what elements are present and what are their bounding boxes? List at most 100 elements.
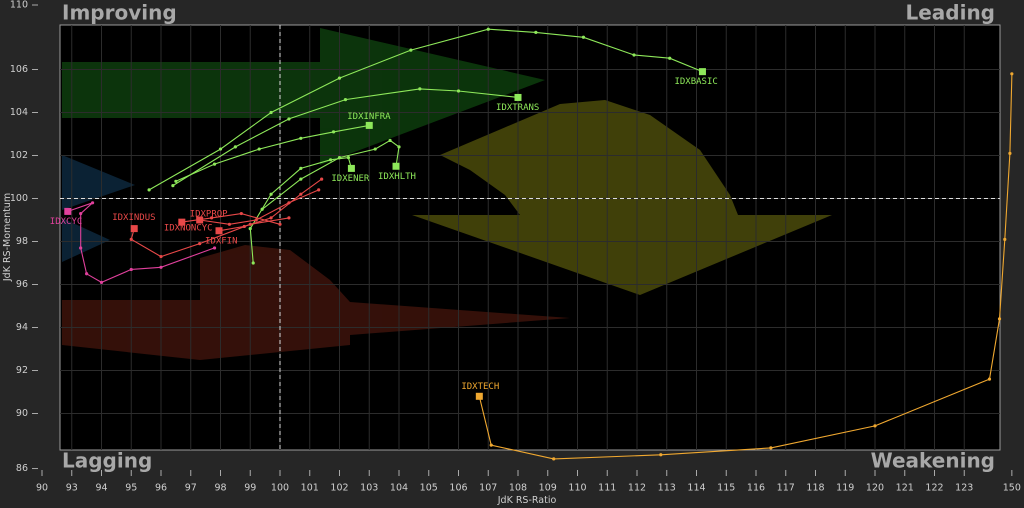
trail-point <box>209 216 214 220</box>
trail <box>130 217 289 258</box>
trail-point <box>299 192 303 196</box>
trail-point <box>287 117 291 121</box>
trail-point <box>129 237 133 241</box>
trail-point <box>343 98 348 102</box>
trail <box>175 124 370 182</box>
trail-point <box>373 147 377 151</box>
trail-point <box>409 48 413 52</box>
trail-point <box>987 377 992 381</box>
x-tick-label: 116 <box>747 483 765 494</box>
current-point <box>215 227 223 235</box>
trail-point <box>299 166 303 170</box>
trail-point <box>218 147 223 151</box>
trail-point <box>397 145 401 149</box>
trail-point <box>174 179 178 183</box>
trail-point <box>331 130 336 134</box>
x-tick-label: 120 <box>866 483 884 494</box>
x-tick-label: 123 <box>955 483 973 494</box>
current-point <box>475 392 483 400</box>
trail-point <box>632 53 636 57</box>
current-point <box>130 225 138 233</box>
y-tick-label: 104 <box>10 107 28 118</box>
trail-point <box>873 424 877 428</box>
series-layer: IDXBASIC IDXTRANS IDXINFRA IDXENER IDXHLTH ID… <box>50 27 1014 461</box>
y-tick-label: 98 <box>16 236 28 247</box>
trail-point <box>242 224 246 229</box>
current-point <box>365 121 373 129</box>
trail-point <box>552 457 556 461</box>
current-point <box>64 207 72 215</box>
quadrant-label: Leading <box>905 1 995 25</box>
trail-point <box>769 446 773 450</box>
y-tick-label: 94 <box>16 322 28 333</box>
x-tick-label: 108 <box>509 483 527 494</box>
x-tick-label: 115 <box>717 483 735 494</box>
trail-point <box>159 254 163 259</box>
trail-point <box>418 87 422 91</box>
y-tick-label: 90 <box>16 408 28 419</box>
trail-point <box>254 218 258 222</box>
x-tick-label: 101 <box>301 483 319 494</box>
x-tick-label: 94 <box>95 483 107 494</box>
blue-arrow-bottom <box>62 218 110 262</box>
x-tick-label: 119 <box>836 483 854 494</box>
trail-point <box>346 156 351 160</box>
y-tick-label: 92 <box>16 365 28 376</box>
x-tick-label: 112 <box>628 483 646 494</box>
x-tick-label: 111 <box>598 483 616 494</box>
current-point <box>347 164 355 172</box>
trail-point <box>1010 72 1014 76</box>
current-point <box>514 93 522 101</box>
x-tick-label: 114 <box>687 483 705 494</box>
trail-point <box>171 184 175 188</box>
trail-point <box>257 147 261 151</box>
x-tick-label: 96 <box>155 483 167 494</box>
series-label: IDXENER <box>331 174 370 184</box>
trail-point <box>248 227 252 231</box>
x-tick-label: 102 <box>330 483 348 494</box>
y-tick-label: 102 <box>10 150 28 161</box>
trail-point <box>337 156 342 160</box>
x-axis-title: JdK RS-Ratio <box>497 495 557 506</box>
x-tick-label: 103 <box>360 483 378 494</box>
trail-point <box>1008 151 1012 155</box>
trail-point <box>269 192 273 196</box>
trail-point <box>212 246 217 250</box>
trail-point <box>129 267 133 272</box>
quadrant-label: Weakening <box>871 449 995 473</box>
x-tick-label: 121 <box>896 483 914 494</box>
x-tick-label: 107 <box>479 483 497 494</box>
trail-point <box>278 222 282 226</box>
x-tick-label: 105 <box>420 483 438 494</box>
trail-point <box>260 207 264 211</box>
quadrant-label: Lagging <box>62 449 152 473</box>
series-label: IDXFIN <box>205 236 238 246</box>
y-tick-label: 110 <box>10 0 28 11</box>
trail-point <box>233 145 237 149</box>
x-tick-label: 98 <box>214 483 226 494</box>
x-tick-label: 97 <box>185 483 197 494</box>
trail-point <box>456 89 461 93</box>
trail-point <box>659 453 663 457</box>
trail-point <box>227 222 232 226</box>
series-label: IDXNONCYC <box>164 224 213 234</box>
current-point <box>196 216 204 224</box>
trail-point <box>534 30 538 35</box>
x-tick-label: 110 <box>568 483 586 494</box>
series-label: IDXHLTH <box>378 172 416 182</box>
trail-point <box>997 317 1002 321</box>
y-tick-label: 96 <box>16 279 28 290</box>
x-tick-label: 106 <box>449 483 467 494</box>
current-point <box>698 68 706 76</box>
trail-point <box>79 211 83 216</box>
red-arrow <box>62 245 570 360</box>
x-tick-label: 100 <box>271 483 289 494</box>
y-tick-label: 106 <box>10 64 28 75</box>
rotation-arrows <box>62 28 832 360</box>
x-tick-label: 95 <box>125 483 137 494</box>
series-label: IDXBASIC <box>674 77 717 87</box>
trail-point <box>251 261 255 265</box>
trail-point <box>328 158 333 162</box>
grid <box>32 4 1013 476</box>
